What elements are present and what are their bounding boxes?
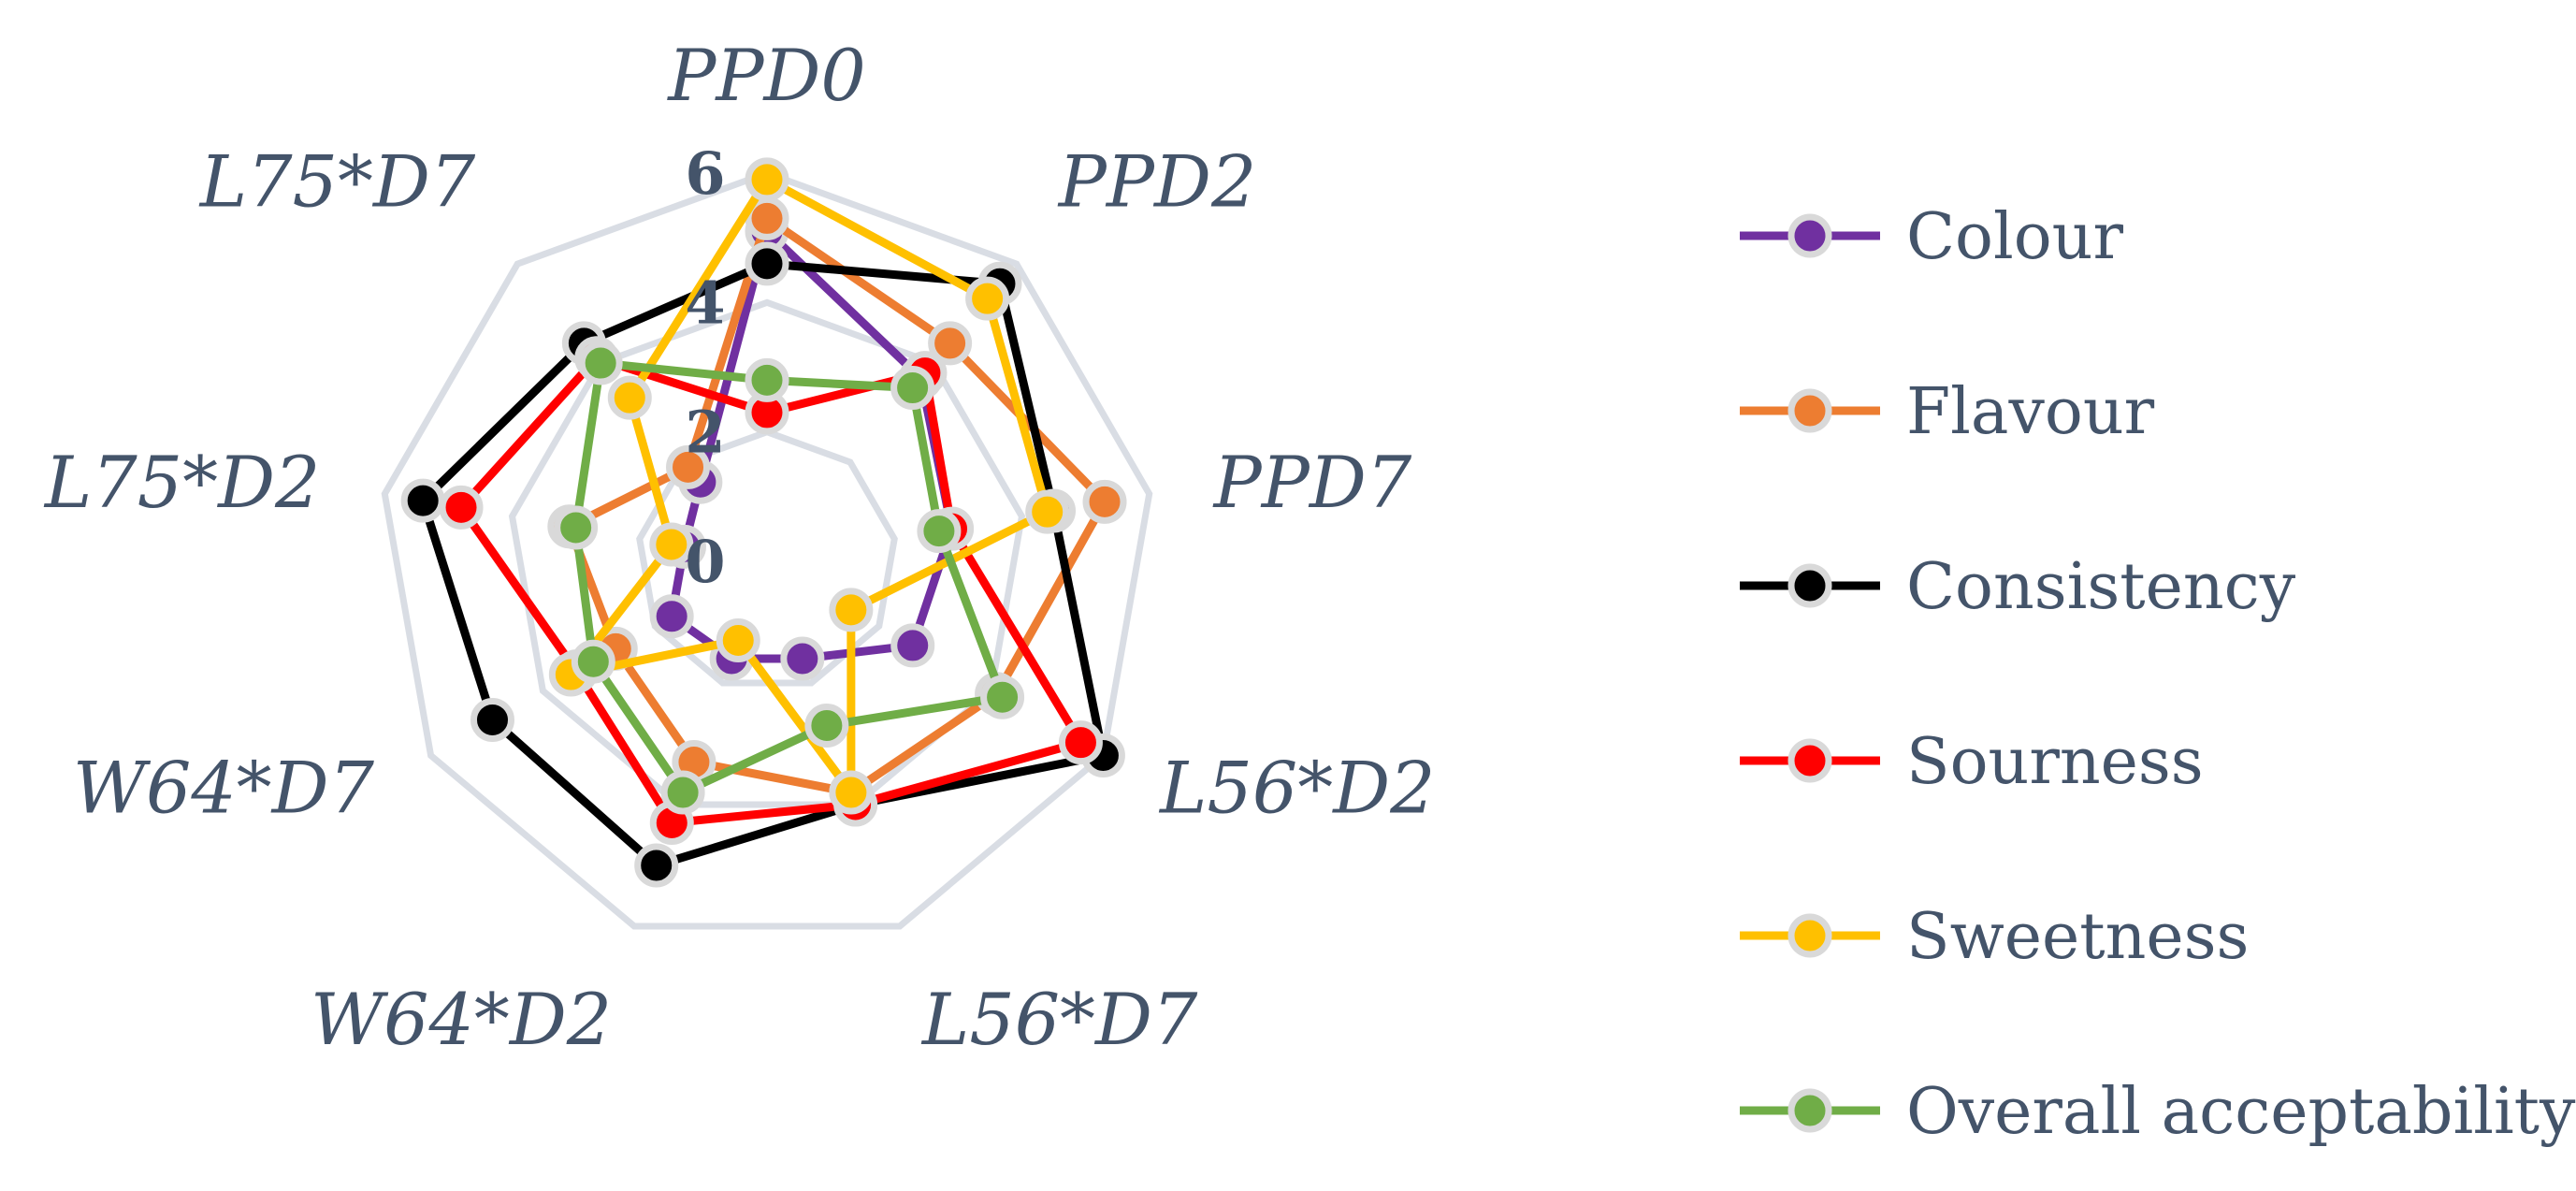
legend-item: Consistency bbox=[1740, 550, 2296, 624]
series-line bbox=[566, 175, 1052, 797]
data-point bbox=[400, 478, 445, 523]
series-line bbox=[565, 213, 1109, 797]
data-point bbox=[649, 594, 694, 639]
data-point bbox=[1058, 720, 1103, 765]
data-point bbox=[890, 366, 935, 411]
data-point bbox=[578, 341, 623, 385]
legend-label: Colour bbox=[1906, 200, 2123, 274]
data-point bbox=[660, 770, 705, 815]
data-point bbox=[745, 157, 789, 202]
category-label: L56*D7 bbox=[920, 978, 1198, 1061]
data-point bbox=[634, 843, 679, 888]
category-label: L56*D2 bbox=[1158, 747, 1435, 830]
category-label: L75*D2 bbox=[43, 441, 320, 524]
data-point bbox=[649, 522, 694, 567]
data-point bbox=[1025, 489, 1070, 534]
data-point bbox=[829, 770, 874, 815]
tick-label: 2 bbox=[685, 399, 725, 467]
legend-label: Sourness bbox=[1906, 725, 2204, 799]
series-5 bbox=[554, 341, 1025, 815]
legend-label: Sweetness bbox=[1906, 900, 2249, 974]
data-point bbox=[470, 697, 514, 742]
data-point bbox=[980, 675, 1025, 719]
legend-item: Flavour bbox=[1740, 375, 2155, 449]
tick-label: 4 bbox=[685, 269, 725, 337]
legend-item: Colour bbox=[1740, 200, 2123, 274]
data-point bbox=[890, 623, 935, 668]
tick-label: 0 bbox=[685, 528, 725, 596]
grid-ring-6 bbox=[381, 169, 1153, 930]
grid-ring-4 bbox=[508, 298, 1026, 808]
series-line bbox=[418, 259, 1107, 870]
legend: Colour Flavour Consistency Sourness Sweetnes… bbox=[1740, 200, 2576, 1149]
data-point bbox=[780, 636, 825, 681]
data-point bbox=[965, 276, 1010, 321]
legend-marker bbox=[1787, 913, 1832, 958]
legend-label: Consistency bbox=[1906, 550, 2296, 624]
category-label: W64*D7 bbox=[73, 747, 375, 830]
tick-label: 6 bbox=[685, 139, 725, 208]
data-point bbox=[745, 357, 789, 402]
legend-marker bbox=[1787, 1088, 1832, 1133]
data-point bbox=[1082, 479, 1127, 524]
data-point bbox=[804, 703, 849, 748]
data-point bbox=[928, 321, 973, 366]
data-point bbox=[439, 485, 484, 530]
category-label: PPD2 bbox=[1057, 139, 1257, 223]
data-point bbox=[745, 241, 789, 286]
series-line bbox=[572, 358, 1007, 797]
data-point bbox=[607, 375, 652, 420]
category-label: L75*D7 bbox=[198, 139, 476, 223]
legend-marker bbox=[1787, 563, 1832, 608]
data-point bbox=[571, 639, 615, 684]
radial-tick-labels: 0 2 4 6 bbox=[685, 139, 725, 596]
legend-label: Flavour bbox=[1906, 375, 2155, 449]
legend-item: Sweetness bbox=[1740, 900, 2249, 974]
radar-series bbox=[400, 157, 1127, 888]
legend-marker bbox=[1787, 738, 1832, 783]
category-label: PPD0 bbox=[666, 34, 866, 117]
data-point bbox=[829, 588, 874, 632]
data-point bbox=[554, 505, 599, 550]
series-line bbox=[456, 354, 1085, 827]
data-point bbox=[716, 617, 760, 662]
category-labels: PPD0 PPD2 PPD7 L56*D2 L56*D7 W64*D2 W64*D7 L75*… bbox=[43, 34, 1436, 1061]
data-point bbox=[666, 444, 711, 489]
legend-item: Overall acceptability bbox=[1740, 1075, 2576, 1149]
category-label: PPD7 bbox=[1212, 441, 1412, 524]
data-point bbox=[917, 509, 962, 554]
series-4 bbox=[548, 157, 1070, 815]
legend-label: Overall acceptability bbox=[1906, 1075, 2576, 1149]
legend-marker bbox=[1787, 213, 1832, 258]
legend-marker bbox=[1787, 388, 1832, 433]
category-label: W64*D2 bbox=[311, 978, 612, 1061]
legend-item: Sourness bbox=[1740, 725, 2204, 799]
